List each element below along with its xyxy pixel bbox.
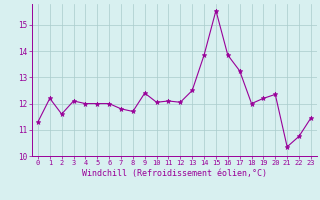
X-axis label: Windchill (Refroidissement éolien,°C): Windchill (Refroidissement éolien,°C)	[82, 169, 267, 178]
